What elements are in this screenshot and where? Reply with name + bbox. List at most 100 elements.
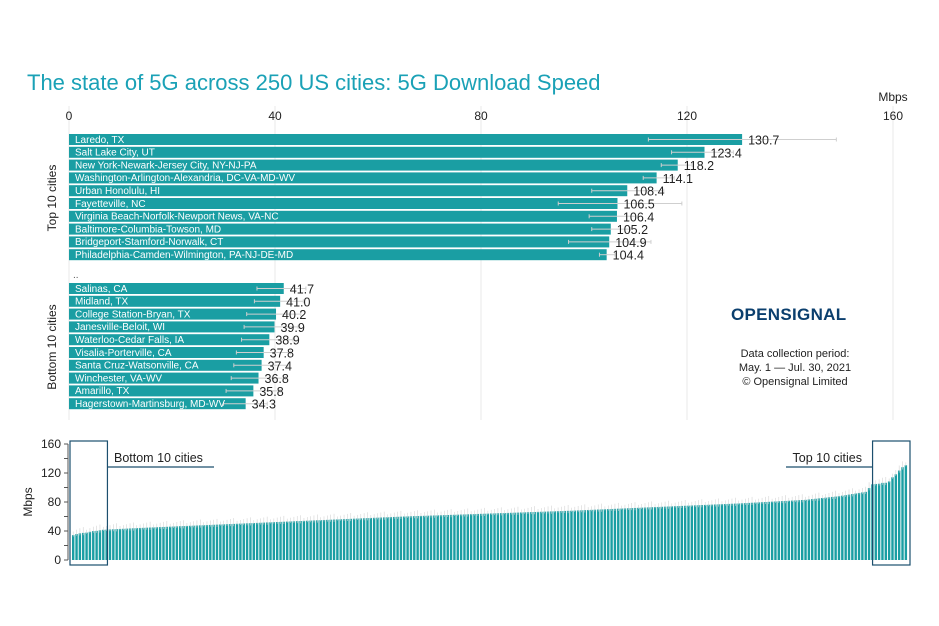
distribution-bar <box>189 525 192 560</box>
distribution-bar <box>887 481 891 560</box>
data-period-dates: May. 1 — Jul. 30, 2021 <box>738 362 852 374</box>
x-axis-unit: Mbps <box>878 90 907 104</box>
distribution-bar <box>115 529 118 560</box>
distribution-bar <box>102 529 105 560</box>
distribution-bar <box>148 527 152 560</box>
distribution-bar <box>633 507 637 560</box>
distribution-bar <box>510 512 513 560</box>
bar <box>69 249 607 261</box>
distribution-bar <box>650 507 653 560</box>
distribution-bar <box>406 516 409 560</box>
distribution-bar <box>556 511 560 560</box>
distribution-bar <box>707 504 710 560</box>
bar-value-label: 37.8 <box>270 347 294 361</box>
distribution-bar <box>152 527 155 560</box>
distribution-bar <box>316 520 319 560</box>
bar-category-label: Amarillo, TX <box>75 386 130 397</box>
bar <box>69 321 275 333</box>
bar <box>69 185 628 197</box>
distribution-bar <box>322 519 326 560</box>
bar-value-label: 123.4 <box>711 146 742 160</box>
bar-category-label: Salt Lake City, UT <box>75 148 155 159</box>
bar <box>69 146 705 158</box>
distribution-bar <box>717 504 720 560</box>
distribution-bar <box>296 521 299 560</box>
distribution-bar <box>376 517 379 560</box>
distribution-bar <box>135 528 138 560</box>
distribution-bar <box>369 517 373 560</box>
distribution-bar <box>112 529 115 560</box>
distribution-bar <box>891 477 894 560</box>
distribution-bar <box>483 513 486 560</box>
distribution-bar <box>346 518 349 560</box>
distribution-bar <box>95 530 98 560</box>
distribution-bar <box>225 524 229 560</box>
distribution-bar <box>409 516 413 560</box>
distribution-bar <box>777 501 780 560</box>
bar <box>69 223 611 235</box>
distribution-bar <box>122 528 125 560</box>
bar-category-label: Urban Honolulu, HI <box>75 186 160 197</box>
distribution-bar <box>289 521 292 560</box>
distribution-bar <box>530 512 533 560</box>
distribution-bar <box>543 511 546 560</box>
distribution-bar <box>523 512 526 560</box>
distribution-bar <box>597 509 600 560</box>
distribution-bar <box>727 503 730 560</box>
distribution-bar <box>332 519 336 560</box>
distribution-bar <box>867 488 871 560</box>
distribution-bar <box>339 519 342 560</box>
distribution-bar <box>128 528 132 560</box>
distribution-bar <box>670 506 673 560</box>
distribution-bar <box>730 503 734 560</box>
distribution-bar <box>533 511 536 560</box>
distribution-bar <box>683 505 687 560</box>
distribution-bar <box>319 520 322 560</box>
y-tick-label: 0 <box>54 553 61 567</box>
distribution-bar <box>720 504 724 560</box>
distribution-bar <box>500 513 503 560</box>
distribution-bar <box>486 513 490 560</box>
distribution-bar <box>881 482 884 560</box>
distribution-bar <box>560 511 563 560</box>
distribution-bar <box>831 496 834 560</box>
distribution-bar <box>469 514 473 560</box>
group-label: Bottom 10 cities <box>45 304 59 389</box>
distribution-bar <box>473 514 476 560</box>
bar-value-label: 41.0 <box>286 295 310 309</box>
distribution-bar <box>837 496 841 560</box>
bar-category-label: Bridgeport-Stamford-Norwalk, CT <box>75 237 223 248</box>
distribution-bar <box>901 467 904 560</box>
x-tick-label: 80 <box>474 109 488 123</box>
bar-value-label: 40.2 <box>282 308 306 322</box>
distribution-bar <box>770 501 774 560</box>
distribution-bar <box>657 506 660 560</box>
distribution-bar <box>884 482 887 560</box>
distribution-bar <box>279 521 282 560</box>
bar-category-label: Waterloo-Cedar Falls, IA <box>75 335 184 346</box>
distribution-bar <box>697 505 700 560</box>
bar-category-label: Hagerstown-Martinsburg, MD-WV <box>75 399 225 410</box>
distribution-bar <box>767 501 770 560</box>
x-tick-label: 0 <box>66 109 73 123</box>
distribution-bar <box>600 509 603 560</box>
distribution-bar <box>904 465 908 560</box>
distribution-bar <box>476 513 480 560</box>
distribution-bar <box>714 504 717 560</box>
distribution-bar <box>690 505 694 560</box>
bar <box>69 236 610 248</box>
distribution-bar <box>794 500 797 560</box>
distribution-bar <box>566 510 570 560</box>
highlight-box <box>871 440 911 566</box>
distribution-bar <box>249 523 252 560</box>
highlight-label: Bottom 10 cities <box>114 451 203 465</box>
distribution-bar <box>215 524 219 560</box>
distribution-bar <box>526 512 530 560</box>
distribution-bar <box>75 534 78 560</box>
bar-category-label: College Station-Bryan, TX <box>75 309 191 320</box>
distribution-bar <box>145 527 148 560</box>
distribution-bar <box>118 528 122 560</box>
distribution-bar <box>309 520 312 560</box>
bar-category-label: Midland, TX <box>75 297 129 308</box>
